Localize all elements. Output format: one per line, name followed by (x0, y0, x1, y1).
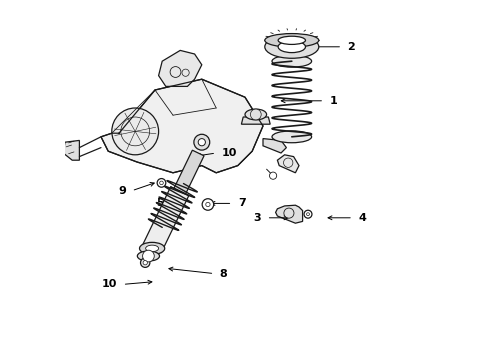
Circle shape (121, 117, 149, 146)
Ellipse shape (278, 36, 305, 44)
Circle shape (194, 134, 210, 150)
Circle shape (307, 213, 310, 216)
Circle shape (160, 181, 163, 185)
Polygon shape (174, 150, 204, 194)
Circle shape (141, 258, 150, 267)
Text: 6: 6 (154, 216, 162, 226)
Circle shape (202, 199, 214, 210)
Polygon shape (263, 139, 286, 153)
Text: 3: 3 (254, 213, 261, 223)
Circle shape (143, 261, 147, 265)
Polygon shape (242, 117, 270, 124)
Circle shape (270, 172, 277, 179)
Polygon shape (63, 140, 79, 160)
Circle shape (143, 250, 154, 262)
Ellipse shape (245, 109, 267, 120)
Text: 9: 9 (118, 186, 126, 196)
Polygon shape (159, 50, 202, 86)
Circle shape (284, 158, 293, 167)
Circle shape (304, 210, 312, 218)
Ellipse shape (272, 131, 312, 143)
Text: 2: 2 (347, 42, 355, 52)
Circle shape (206, 202, 210, 207)
Text: 7: 7 (238, 198, 245, 208)
Circle shape (182, 69, 189, 76)
Circle shape (170, 67, 181, 77)
Circle shape (284, 208, 294, 218)
Polygon shape (275, 205, 303, 223)
Text: 5: 5 (156, 198, 164, 208)
Ellipse shape (137, 251, 160, 261)
Ellipse shape (272, 55, 312, 67)
Text: 10: 10 (102, 279, 117, 289)
Circle shape (250, 109, 261, 120)
Ellipse shape (278, 41, 305, 53)
Text: 4: 4 (358, 213, 367, 223)
Ellipse shape (146, 245, 159, 252)
Text: 1: 1 (330, 96, 337, 106)
Ellipse shape (265, 33, 319, 47)
Ellipse shape (140, 242, 165, 255)
Circle shape (112, 108, 159, 155)
Circle shape (198, 139, 205, 146)
Polygon shape (143, 187, 189, 253)
Text: 8: 8 (220, 269, 227, 279)
Ellipse shape (265, 35, 319, 58)
Circle shape (157, 179, 166, 187)
Polygon shape (277, 155, 299, 173)
Polygon shape (101, 79, 263, 173)
Text: 10: 10 (221, 148, 237, 158)
